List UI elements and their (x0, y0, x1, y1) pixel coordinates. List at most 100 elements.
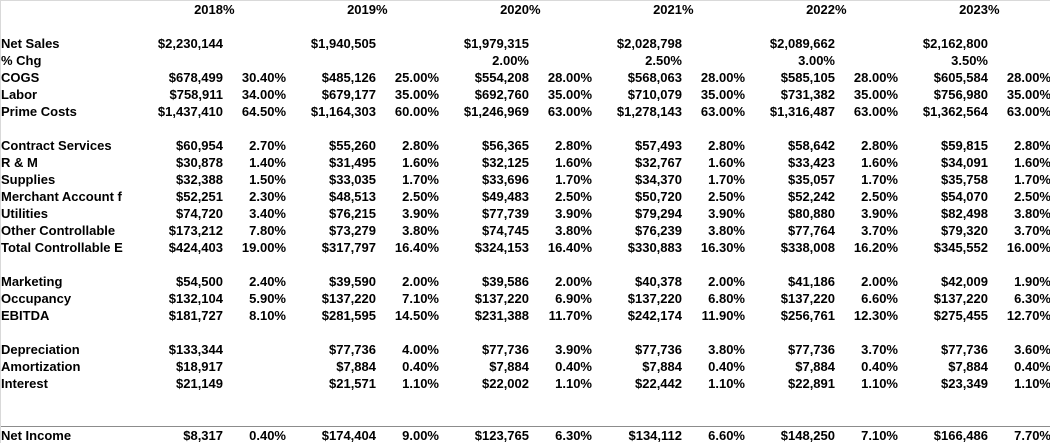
dollar-cell[interactable]: $39,586 (482, 274, 529, 289)
dollar-cell[interactable]: 2.00% (492, 53, 529, 68)
dollar-cell[interactable]: $679,177 (321, 87, 376, 102)
dollar-cell[interactable]: $77,736 (635, 342, 682, 357)
dollar-cell[interactable]: $79,320 (941, 223, 988, 238)
pct-cell[interactable] (223, 341, 286, 358)
dollar-cell[interactable]: $30,878 (176, 155, 223, 170)
pct-cell[interactable] (376, 35, 439, 52)
pct-cell[interactable]: 4.00% (402, 342, 439, 357)
row-label[interactable]: Contract Services (1, 138, 112, 153)
year-header-2021[interactable]: 2021 (653, 2, 682, 17)
dollar-cell[interactable]: $7,884 (948, 359, 988, 374)
pct-cell[interactable]: 35.00% (1006, 87, 1050, 102)
pct-cell[interactable]: 1.60% (402, 155, 439, 170)
pct-cell[interactable]: 2.00% (861, 274, 898, 289)
dollar-cell[interactable]: $710,079 (627, 87, 682, 102)
pct-cell[interactable]: 3.90% (555, 206, 592, 221)
dollar-cell[interactable]: 3.50% (951, 53, 988, 68)
pct-cell[interactable]: 64.50% (241, 104, 286, 119)
pct-cell[interactable]: 1.40% (249, 155, 286, 170)
dollar-cell[interactable]: 2.50% (645, 53, 682, 68)
dollar-cell[interactable]: $33,423 (788, 155, 835, 170)
dollar-cell[interactable]: $568,063 (627, 70, 682, 85)
pct-cell[interactable]: 1.60% (861, 155, 898, 170)
pct-cell[interactable]: 3.80% (402, 223, 439, 238)
pct-cell[interactable]: 35.00% (700, 87, 745, 102)
dollar-cell[interactable]: $77,736 (482, 342, 529, 357)
dollar-cell[interactable]: $7,884 (795, 359, 835, 374)
dollar-cell[interactable]: $32,125 (482, 155, 529, 170)
dollar-cell[interactable] (286, 52, 376, 69)
pct-cell[interactable]: 1.70% (708, 172, 745, 187)
pct-cell[interactable]: 6.60% (682, 426, 745, 443)
pct-cell[interactable]: 16.20% (853, 240, 898, 255)
dollar-cell[interactable]: $77,739 (482, 206, 529, 221)
dollar-cell[interactable]: $54,500 (176, 274, 223, 289)
pct-cell[interactable]: 1.50% (249, 172, 286, 187)
pct-cell[interactable]: 63.00% (853, 104, 898, 119)
dollar-cell[interactable] (133, 52, 223, 69)
pct-cell[interactable]: 28.00% (1006, 70, 1050, 85)
pct-cell[interactable]: 1.10% (555, 376, 592, 391)
dollar-cell[interactable]: $242,174 (627, 308, 682, 323)
dollar-cell[interactable]: $756,980 (933, 87, 988, 102)
dollar-cell[interactable]: $181,727 (168, 308, 223, 323)
pct-cell[interactable]: 3.80% (555, 223, 592, 238)
pct-cell[interactable]: 35.00% (394, 87, 439, 102)
pct-cell[interactable]: 3.90% (402, 206, 439, 221)
dollar-cell[interactable]: $7,884 (489, 359, 529, 374)
corner-cell[interactable] (1, 1, 133, 18)
dollar-cell[interactable]: $40,378 (635, 274, 682, 289)
pct-cell[interactable]: 1.60% (555, 155, 592, 170)
dollar-cell[interactable]: $137,220 (933, 291, 988, 306)
pct-cell[interactable]: 3.60% (1014, 342, 1050, 357)
pct-cell[interactable]: 11.70% (548, 308, 592, 323)
pct-cell[interactable]: 3.80% (1014, 206, 1050, 221)
pct-header-2019[interactable]: % (376, 2, 388, 17)
dollar-cell[interactable]: $52,242 (788, 189, 835, 204)
dollar-cell[interactable]: $1,979,315 (463, 36, 529, 51)
dollar-cell[interactable]: $1,278,143 (616, 104, 682, 119)
pct-cell[interactable]: 2.50% (861, 189, 898, 204)
pct-cell[interactable] (376, 52, 439, 69)
dollar-cell[interactable]: $256,761 (780, 308, 835, 323)
pct-cell[interactable]: 0.40% (223, 426, 286, 443)
dollar-cell[interactable]: $50,720 (635, 189, 682, 204)
dollar-cell[interactable]: $2,162,800 (922, 36, 988, 51)
row-label[interactable]: % Chg (1, 53, 42, 68)
dollar-cell[interactable]: $1,437,410 (157, 104, 223, 119)
dollar-cell[interactable]: $32,388 (176, 172, 223, 187)
dollar-cell[interactable]: $317,797 (321, 240, 376, 255)
pct-cell[interactable]: 8.10% (249, 308, 286, 323)
dollar-cell[interactable]: $57,493 (635, 138, 682, 153)
pct-cell[interactable]: 0.40% (861, 359, 898, 374)
dollar-cell[interactable]: $22,891 (788, 376, 835, 391)
dollar-cell[interactable]: $22,442 (635, 376, 682, 391)
pct-cell[interactable] (682, 52, 745, 69)
row-label[interactable]: Prime Costs (1, 104, 77, 119)
pct-cell[interactable]: 28.00% (853, 70, 898, 85)
pct-cell[interactable]: 2.50% (1014, 189, 1050, 204)
dollar-cell[interactable]: $76,239 (635, 223, 682, 238)
pct-cell[interactable] (835, 52, 898, 69)
dollar-cell[interactable]: $148,250 (745, 426, 835, 443)
dollar-cell[interactable]: $137,220 (627, 291, 682, 306)
pct-cell[interactable]: 63.00% (547, 104, 592, 119)
pct-cell[interactable]: 1.10% (402, 376, 439, 391)
pct-cell[interactable] (223, 52, 286, 69)
dollar-cell[interactable]: $77,736 (329, 342, 376, 357)
dollar-cell[interactable]: $330,883 (627, 240, 682, 255)
dollar-cell[interactable]: $49,483 (482, 189, 529, 204)
pct-cell[interactable]: 19.00% (241, 240, 286, 255)
dollar-cell[interactable]: $485,126 (321, 70, 376, 85)
pct-cell[interactable]: 0.40% (402, 359, 439, 374)
row-label[interactable]: Marketing (1, 274, 63, 289)
pct-cell[interactable]: 63.00% (1006, 104, 1050, 119)
dollar-cell[interactable]: $605,584 (933, 70, 988, 85)
dollar-cell[interactable]: $1,940,505 (310, 36, 376, 51)
pct-cell[interactable]: 63.00% (700, 104, 745, 119)
pct-cell[interactable]: 3.80% (708, 223, 745, 238)
dollar-cell[interactable]: 3.00% (798, 53, 835, 68)
row-label[interactable]: Labor (1, 87, 38, 102)
dollar-cell[interactable]: $33,696 (482, 172, 529, 187)
dollar-cell[interactable]: $42,009 (941, 274, 988, 289)
